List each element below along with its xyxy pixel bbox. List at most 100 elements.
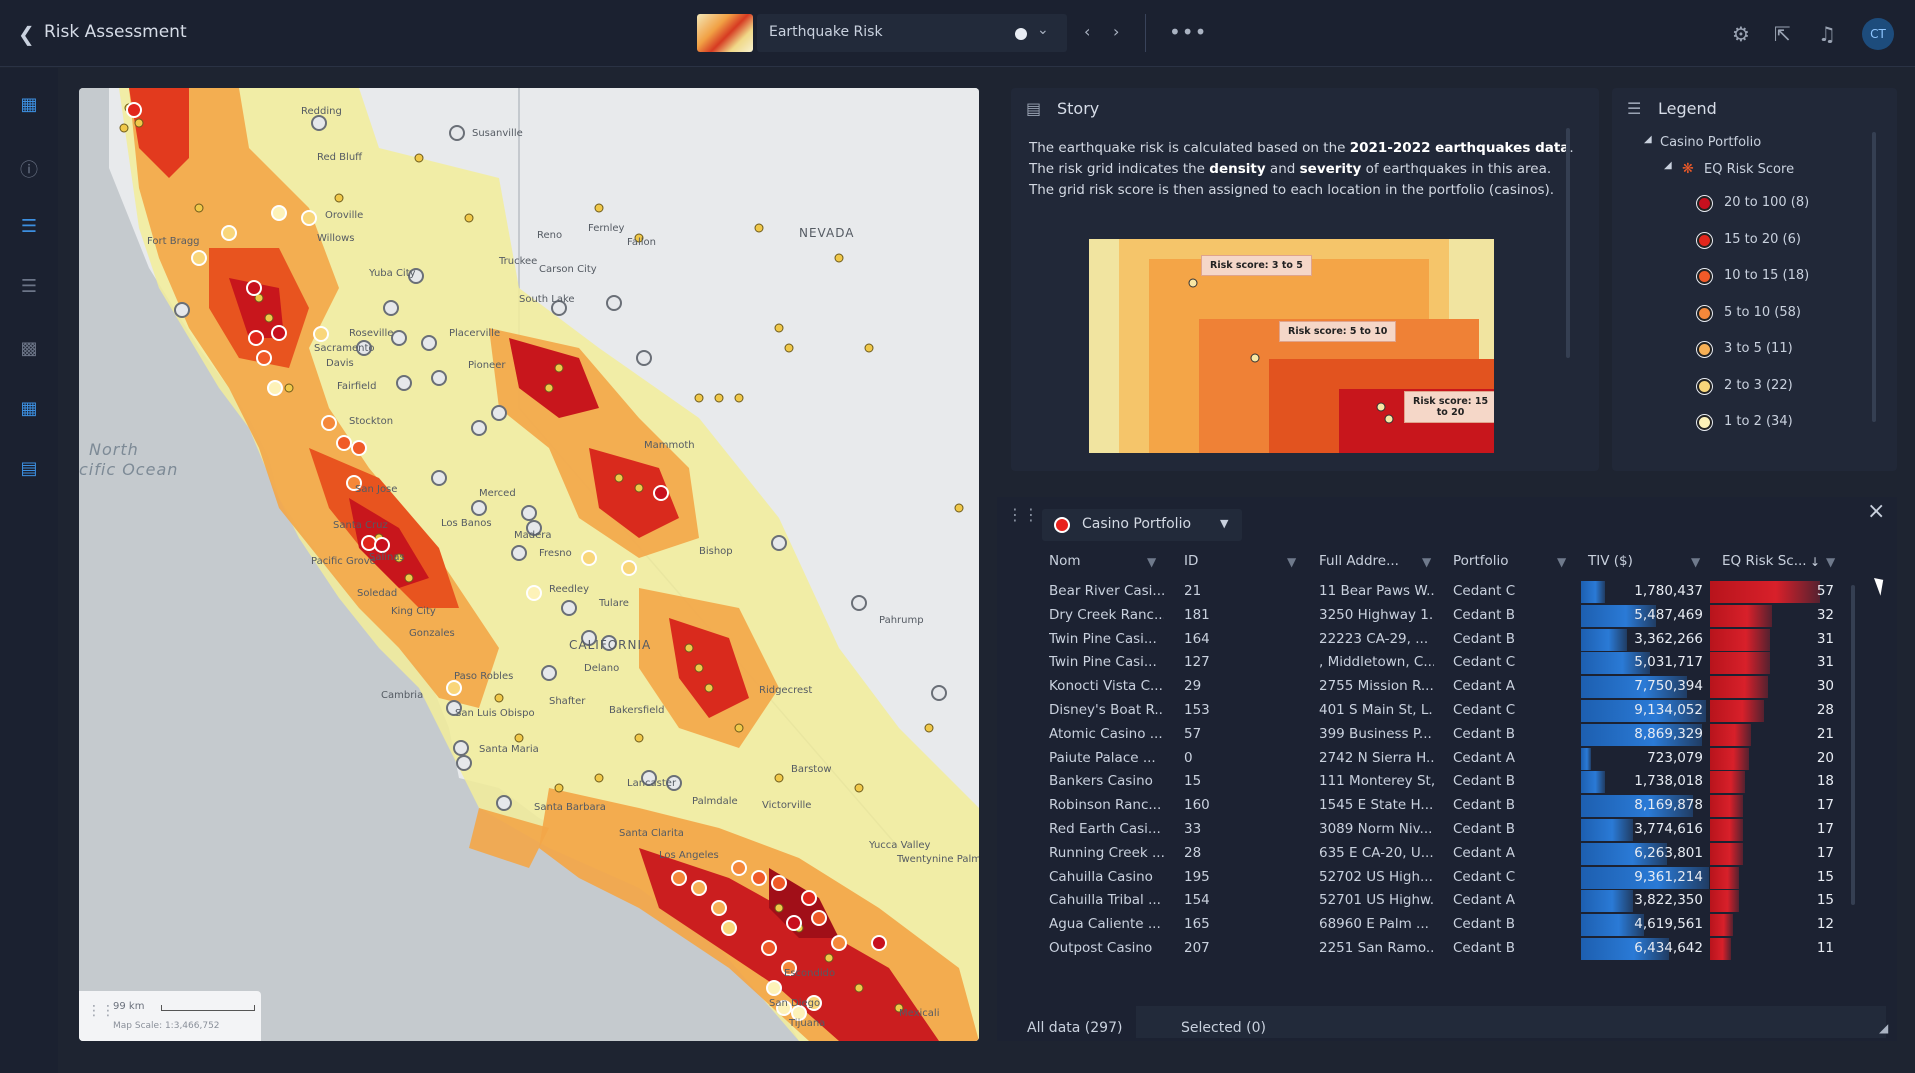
- tab-all-data[interactable]: All data (297): [1027, 1020, 1123, 1036]
- cell-id: 21: [1184, 583, 1202, 599]
- eq-bar-cell: 12: [1710, 914, 1840, 937]
- column-header-id[interactable]: ID: [1184, 553, 1199, 569]
- place-label: Fresno: [539, 548, 572, 559]
- filter-icon[interactable]: ▼: [1691, 555, 1701, 569]
- map-view[interactable]: North cific Ocean Redding Red Bluff Susa…: [79, 88, 979, 1041]
- tab-selected[interactable]: Selected (0): [1181, 1020, 1266, 1036]
- place-label: Mammoth: [644, 440, 695, 451]
- table-row[interactable]: Cahuilla Casino 195 52702 US High... Cedant…: [997, 866, 1897, 890]
- column-header-nom[interactable]: Nom: [1049, 553, 1081, 569]
- cell-addr: 52702 US High...: [1319, 868, 1433, 885]
- heat-severe-napa: [229, 278, 284, 338]
- tiv-bar-cell: 4,619,561: [1581, 914, 1709, 937]
- table-row[interactable]: Twin Pine Casi... 164 22223 CA-29, ... Ceda…: [997, 628, 1897, 652]
- table-row[interactable]: Running Creek ... 28 635 E CA-20, U... Ceda…: [997, 842, 1897, 866]
- column-header-tiv[interactable]: TIV ($): [1588, 553, 1633, 569]
- legend-layer[interactable]: Casino Portfolio: [1660, 135, 1762, 150]
- eq-risk-bar: [1710, 771, 1745, 794]
- next-icon[interactable]: ›: [1113, 22, 1120, 41]
- table-row[interactable]: Cahuilla Tribal ... 154 52701 US Highw... C…: [997, 889, 1897, 913]
- scrollbar[interactable]: [1851, 585, 1855, 905]
- list-icon[interactable]: ☰: [20, 216, 38, 237]
- cell-eq-risk: 15: [1816, 868, 1834, 885]
- heat-severe-south: [639, 848, 939, 1041]
- scrollbar[interactable]: [1872, 132, 1876, 422]
- export-icon[interactable]: ⇱: [1774, 22, 1791, 46]
- tiv-bar-cell: 6,263,801: [1581, 842, 1709, 865]
- column-header-address[interactable]: Full Addre...: [1319, 553, 1399, 569]
- cell-id: 0: [1184, 749, 1193, 766]
- filter-icon[interactable]: ▼: [1557, 555, 1567, 569]
- project-selector[interactable]: Earthquake Risk ⌄: [757, 14, 1067, 52]
- place-label: Mexicali: [899, 1008, 940, 1019]
- filter-icon[interactable]: ▼: [1422, 555, 1432, 569]
- table-row[interactable]: Dry Creek Ranc... 181 3250 Highway 1... Ced…: [997, 604, 1897, 628]
- place-label: Cambria: [381, 690, 424, 701]
- tiv-bar: [1581, 699, 1706, 722]
- cell-addr: 401 S Main St, L...: [1319, 701, 1434, 718]
- previous-icon[interactable]: ‹: [1084, 22, 1091, 41]
- bell-icon[interactable]: ♫: [1818, 22, 1836, 46]
- table-row[interactable]: Red Earth Casi... 33 3089 Norm Niv... Cedan…: [997, 818, 1897, 842]
- cell-tiv: 4,619,561: [1634, 916, 1703, 933]
- project-thumbnail[interactable]: [697, 14, 753, 52]
- more-horizontal-icon[interactable]: •••: [1169, 20, 1208, 44]
- table-row[interactable]: Bear River Casi... 21 11 Bear Paws W... Ced…: [997, 580, 1897, 604]
- legend-sublayer: EQ Risk Score: [1704, 162, 1795, 177]
- place-label: Sacramento: [314, 343, 375, 354]
- place-label: Redding: [301, 106, 342, 117]
- place-label: Tulare: [599, 598, 629, 609]
- table-row[interactable]: Bankers Casino 15 111 Monterey St, ... Ceda…: [997, 770, 1897, 794]
- collapse-icon[interactable]: ◢: [1644, 134, 1652, 145]
- table-row[interactable]: Atomic Casino ... 57 399 Business P... Ceda…: [997, 723, 1897, 747]
- table-row[interactable]: Konocti Vista C... 29 2755 Mission R... Ced…: [997, 675, 1897, 699]
- chart-icon[interactable]: ▩: [20, 338, 38, 359]
- place-label: San Diego: [769, 998, 821, 1009]
- chevron-down-icon[interactable]: ⌄: [1037, 22, 1049, 38]
- collapse-icon[interactable]: ◢: [1664, 160, 1672, 171]
- close-icon[interactable]: ×: [1867, 499, 1886, 524]
- cell-addr: 11 Bear Paws W...: [1319, 583, 1434, 599]
- place-label: Salinas: [369, 552, 405, 563]
- drag-handle-icon[interactable]: ⋮⋮: [87, 1003, 115, 1019]
- cell-id: 207: [1184, 939, 1210, 956]
- resize-handle-icon[interactable]: ◢: [1879, 1021, 1889, 1035]
- filter-icon[interactable]: ▼: [1826, 555, 1836, 569]
- eq-bar-cell: 31: [1710, 652, 1840, 675]
- scrollbar[interactable]: [1566, 128, 1570, 358]
- chevron-left-icon[interactable]: ❮: [18, 22, 35, 46]
- drag-handle-icon[interactable]: ⋮⋮: [1007, 505, 1039, 524]
- cell-id: 127: [1184, 654, 1210, 671]
- place-label: Paso Robles: [454, 671, 514, 682]
- table-row[interactable]: Robinson Ranc... 160 1545 E State H... Ceda…: [997, 794, 1897, 818]
- book-icon[interactable]: ▤: [20, 458, 38, 479]
- caret-down-icon[interactable]: ▼: [1220, 517, 1229, 530]
- cell-tiv: 1,738,018: [1634, 773, 1703, 790]
- table-row[interactable]: Outpost Casino 207 2251 San Ramo... Cedant …: [997, 937, 1897, 961]
- column-header-eq-risk[interactable]: EQ Risk Sc...: [1722, 553, 1807, 569]
- info-icon[interactable]: ⓘ: [20, 160, 38, 181]
- casino-markers-low: [174, 115, 947, 811]
- filter-icon[interactable]: ▼: [1147, 555, 1157, 569]
- state-label: NEVADA: [799, 226, 855, 240]
- layers-icon[interactable]: ☰: [20, 276, 38, 297]
- tiv-bar-cell: 3,774,616: [1581, 818, 1709, 841]
- cell-addr: 3250 Highway 1...: [1319, 606, 1434, 623]
- place-label: San Jose: [355, 484, 398, 495]
- cell-tiv: 723,079: [1647, 749, 1703, 766]
- column-header-portfolio[interactable]: Portfolio: [1453, 553, 1509, 569]
- divider: [1145, 14, 1146, 52]
- map-icon[interactable]: ▦: [20, 94, 38, 115]
- place-label: Roseville: [349, 328, 394, 339]
- gear-icon[interactable]: ⚙: [1732, 22, 1750, 46]
- table-row[interactable]: Paiute Palace ... 0 2742 N Sierra H... Ceda…: [997, 747, 1897, 771]
- avatar[interactable]: CT: [1862, 18, 1894, 50]
- layer-selector[interactable]: Casino Portfolio ▼: [1042, 509, 1242, 541]
- table-row[interactable]: Twin Pine Casi... 127 , Middletown, C... Ce…: [997, 651, 1897, 675]
- table-row[interactable]: Agua Caliente ... 165 68960 E Palm ... Ceda…: [997, 913, 1897, 937]
- table-row[interactable]: Disney's Boat R... 153 401 S Main St, L...…: [997, 699, 1897, 723]
- sort-desc-icon[interactable]: ↓: [1810, 555, 1821, 569]
- filter-icon[interactable]: ▼: [1287, 555, 1297, 569]
- table-icon[interactable]: ▦: [20, 398, 38, 419]
- map-canvas[interactable]: [79, 88, 979, 1041]
